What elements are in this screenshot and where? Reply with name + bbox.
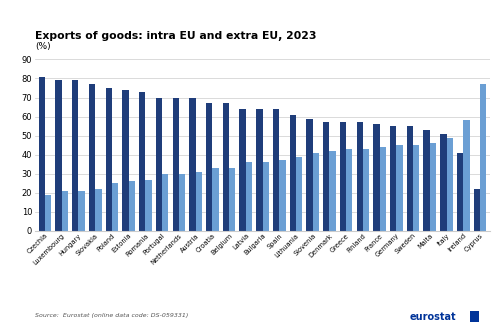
Text: Exports of goods: intra EU and extra EU, 2023: Exports of goods: intra EU and extra EU,… (35, 31, 316, 41)
Bar (45, 195, 52, 231)
Text: eurostat: eurostat (410, 312, 457, 322)
Bar (156, 98, 162, 231)
Bar (413, 145, 420, 231)
Bar (78, 191, 85, 231)
Bar (106, 88, 112, 231)
Bar (262, 162, 269, 231)
Bar (273, 109, 279, 231)
Bar (38, 77, 45, 231)
Bar (72, 81, 78, 231)
Bar (89, 84, 95, 231)
Bar (340, 122, 346, 231)
Bar (480, 84, 486, 231)
Bar (380, 147, 386, 231)
Bar (396, 145, 402, 231)
Bar (222, 103, 229, 231)
Text: (%): (%) (35, 42, 50, 51)
Bar (463, 120, 469, 231)
Bar (179, 174, 185, 231)
Bar (306, 118, 312, 231)
Bar (390, 126, 396, 231)
Bar (373, 124, 380, 231)
Bar (172, 98, 179, 231)
Bar (122, 90, 128, 231)
Bar (196, 172, 202, 231)
Bar (474, 189, 480, 231)
Bar (446, 138, 453, 231)
Bar (62, 191, 68, 231)
Bar (229, 168, 235, 231)
Bar (430, 143, 436, 231)
Bar (457, 153, 463, 231)
Bar (212, 168, 218, 231)
Bar (139, 92, 145, 231)
Bar (356, 122, 363, 231)
Bar (440, 134, 446, 231)
Bar (256, 109, 262, 231)
Bar (246, 162, 252, 231)
Bar (206, 103, 212, 231)
Bar (296, 157, 302, 231)
Bar (363, 149, 369, 231)
Bar (189, 98, 196, 231)
Bar (323, 122, 330, 231)
Bar (240, 109, 246, 231)
Bar (95, 189, 102, 231)
Text: Source:  Eurostat (online data code: DS-059331): Source: Eurostat (online data code: DS-0… (35, 313, 188, 318)
Bar (128, 182, 135, 231)
Bar (162, 174, 168, 231)
Bar (56, 81, 62, 231)
Bar (279, 160, 285, 231)
Bar (312, 153, 319, 231)
Bar (112, 183, 118, 231)
Bar (330, 151, 336, 231)
Bar (346, 149, 352, 231)
Bar (290, 115, 296, 231)
Bar (146, 180, 152, 231)
Bar (406, 126, 413, 231)
Bar (424, 130, 430, 231)
